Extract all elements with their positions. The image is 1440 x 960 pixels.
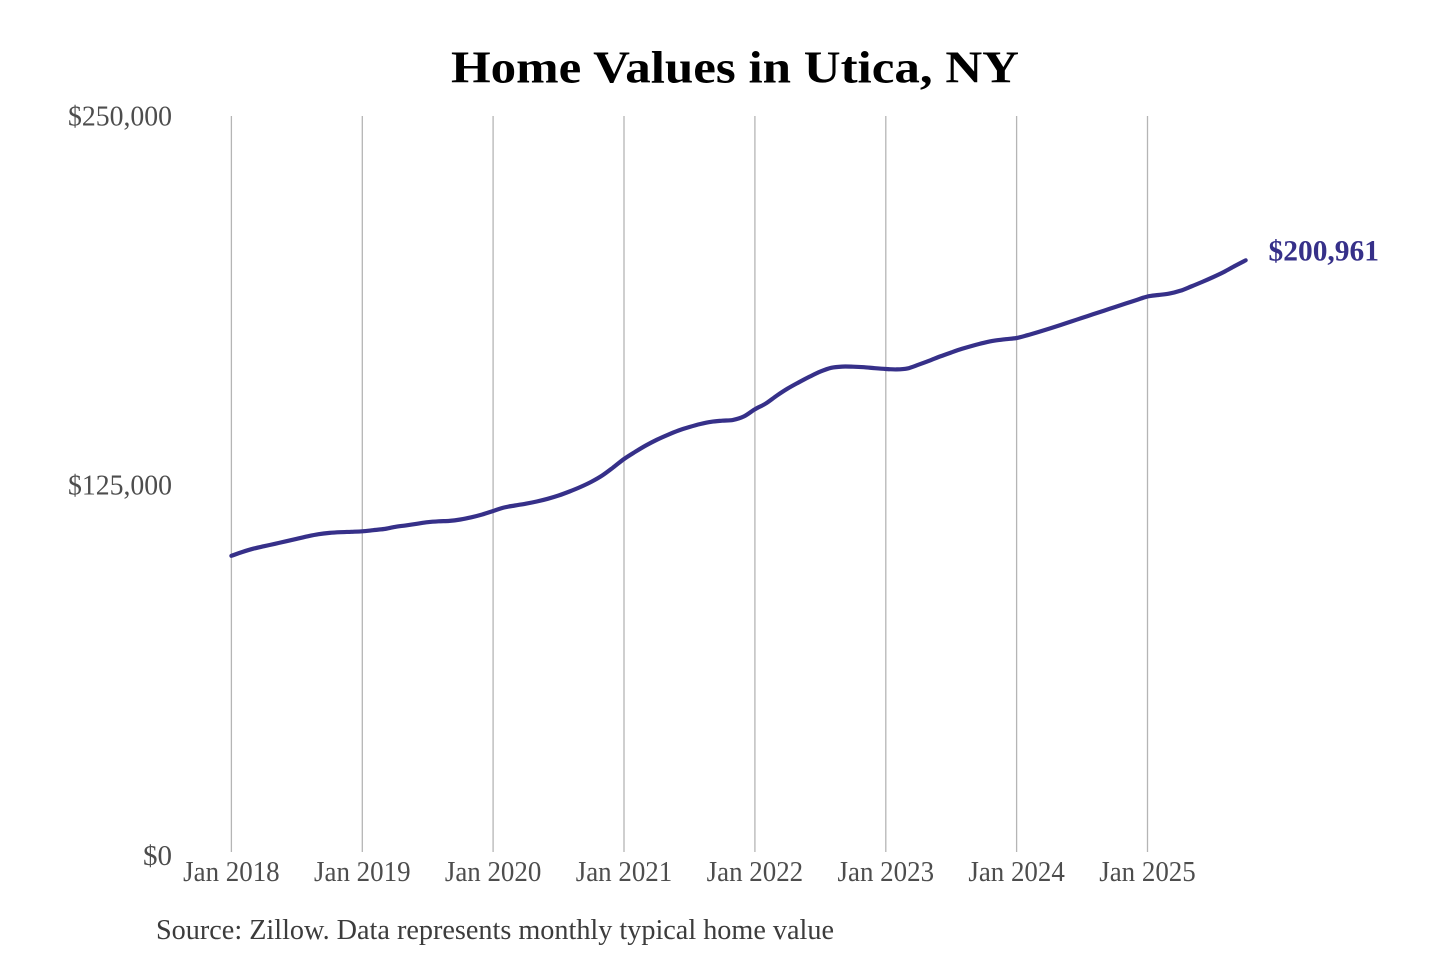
svg-text:Jan 2018: Jan 2018 xyxy=(183,856,280,888)
svg-text:Source: Zillow. Data represent: Source: Zillow. Data represents monthly … xyxy=(156,914,834,946)
svg-text:Jan 2020: Jan 2020 xyxy=(445,856,542,888)
svg-text:Home Values in Utica, NY: Home Values in Utica, NY xyxy=(451,43,1019,93)
svg-text:$200,961: $200,961 xyxy=(1269,235,1380,267)
svg-text:Jan 2022: Jan 2022 xyxy=(707,856,804,888)
svg-text:Jan 2019: Jan 2019 xyxy=(314,856,411,888)
svg-text:$0: $0 xyxy=(143,840,172,872)
svg-text:Jan 2023: Jan 2023 xyxy=(838,856,935,888)
svg-text:Jan 2021: Jan 2021 xyxy=(576,856,673,888)
svg-text:$250,000: $250,000 xyxy=(68,101,172,133)
svg-text:Jan 2024: Jan 2024 xyxy=(968,856,1065,888)
svg-text:$125,000: $125,000 xyxy=(68,470,172,502)
svg-text:Jan 2025: Jan 2025 xyxy=(1099,856,1196,888)
